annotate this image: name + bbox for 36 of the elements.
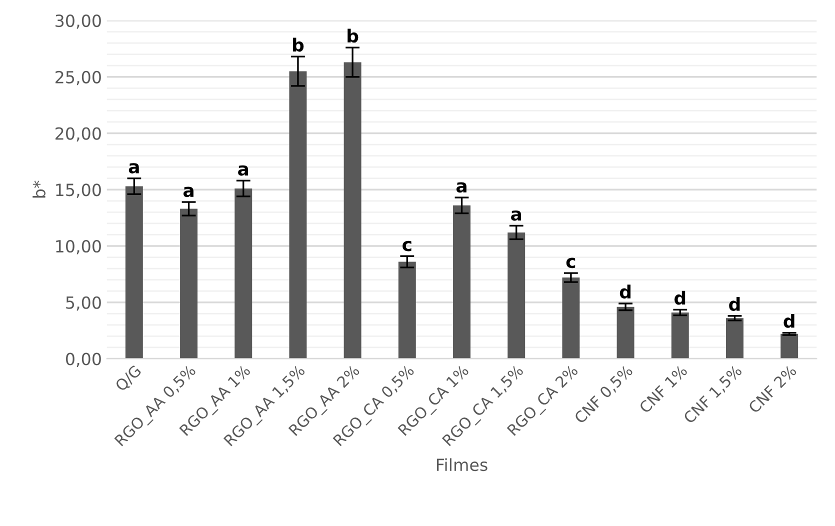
annotation: b [348,28,358,43]
y-tick-label: 30,00 [56,14,101,29]
annotation: c [566,258,576,268]
annotation: a [238,165,248,176]
annotation: d [620,284,630,299]
bar [289,71,307,359]
y-tick-label: 15,00 [56,184,101,198]
annotation: a [456,182,466,193]
bar [125,186,143,359]
y-tick-label: 5,00 [66,296,101,311]
annotation: a [183,186,194,198]
x-tick-label: Q/G [114,364,143,394]
annotation: a [128,163,139,174]
annotation: c [402,240,412,252]
y-tick-label: 25,00 [56,70,101,86]
bar [234,188,252,359]
y-tick-label: 20,00 [56,127,101,142]
bar [562,278,580,359]
y-axis-title: b* [32,180,46,198]
bar [180,208,198,359]
annotation: d [784,314,794,328]
x-axis-title: Filmes [436,458,488,472]
bar [344,62,362,359]
annotation: d [729,297,740,312]
y-tick-label: 0,00 [66,352,101,367]
bar [671,312,689,359]
annotation: b [293,38,304,52]
bar [616,306,634,359]
bar [453,205,470,359]
annotation: d [674,290,686,305]
bar [508,232,526,359]
bar [780,334,798,359]
bar [726,318,744,359]
annotation: a [511,210,522,221]
y-tick-label: 10,00 [56,240,101,254]
bar [398,262,416,359]
